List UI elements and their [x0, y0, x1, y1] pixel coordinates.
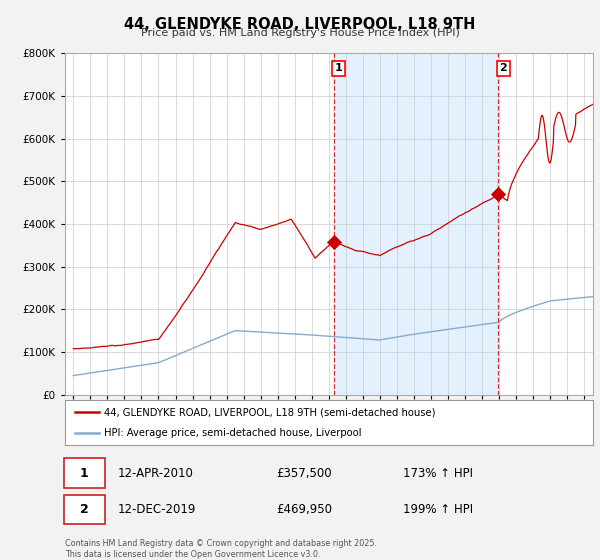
Text: 44, GLENDYKE ROAD, LIVERPOOL, L18 9TH: 44, GLENDYKE ROAD, LIVERPOOL, L18 9TH: [124, 17, 476, 32]
Text: 12-APR-2010: 12-APR-2010: [118, 466, 193, 480]
Text: Price paid vs. HM Land Registry's House Price Index (HPI): Price paid vs. HM Land Registry's House …: [140, 28, 460, 38]
Text: Contains HM Land Registry data © Crown copyright and database right 2025.
This d: Contains HM Land Registry data © Crown c…: [65, 539, 377, 559]
Bar: [334, 53, 498, 395]
Point: [329, 237, 338, 246]
Text: £469,950: £469,950: [276, 503, 332, 516]
Point: [493, 190, 503, 199]
Text: 173% ↑ HPI: 173% ↑ HPI: [403, 466, 473, 480]
Text: HPI: Average price, semi-detached house, Liverpool: HPI: Average price, semi-detached house,…: [104, 428, 362, 438]
Text: 12-DEC-2019: 12-DEC-2019: [118, 503, 196, 516]
FancyBboxPatch shape: [64, 459, 105, 488]
Text: 199% ↑ HPI: 199% ↑ HPI: [403, 503, 473, 516]
Text: £357,500: £357,500: [276, 466, 332, 480]
Text: 44, GLENDYKE ROAD, LIVERPOOL, L18 9TH (semi-detached house): 44, GLENDYKE ROAD, LIVERPOOL, L18 9TH (s…: [104, 408, 436, 418]
FancyBboxPatch shape: [64, 495, 105, 524]
Text: 2: 2: [80, 503, 89, 516]
Text: 1: 1: [80, 466, 89, 480]
Text: 1: 1: [335, 63, 343, 73]
Text: 2: 2: [500, 63, 507, 73]
